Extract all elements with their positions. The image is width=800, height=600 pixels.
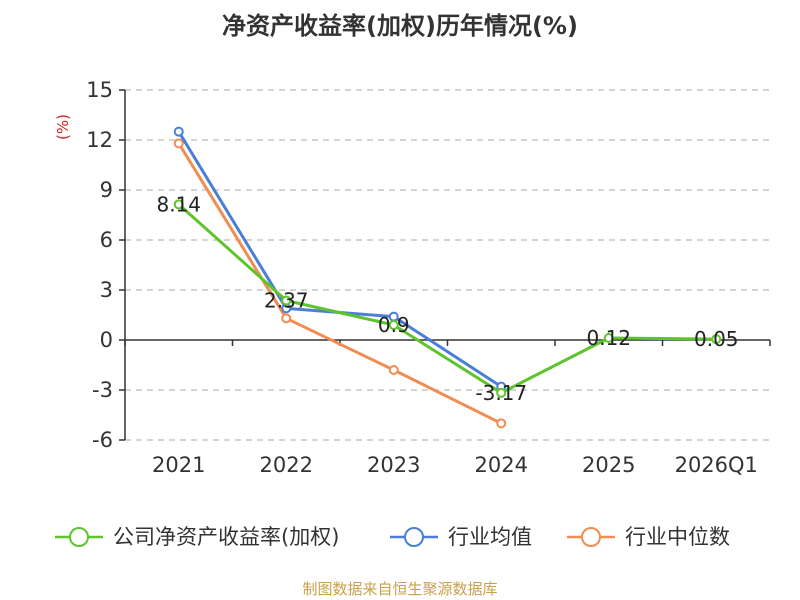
y-tick-label: 9	[100, 178, 113, 202]
legend-label: 行业中位数	[625, 525, 730, 549]
data-point	[496, 387, 507, 398]
y-tick-label: -3	[92, 378, 113, 402]
y-tick-label: 12	[86, 128, 113, 152]
y-tick-label: 0	[100, 328, 113, 352]
data-point	[711, 334, 722, 345]
data-point	[388, 320, 399, 330]
legend-label: 公司净资产收益率(加权)	[113, 525, 339, 549]
series-line	[177, 142, 502, 425]
legend-item[interactable]: 行业中位数	[567, 525, 730, 549]
y-tick-label: 15	[86, 78, 113, 102]
legend-item[interactable]: 行业均值	[390, 525, 532, 549]
y-tick-label: 3	[100, 278, 113, 302]
data-label: -3.17	[475, 381, 527, 405]
data-point	[173, 126, 184, 137]
source-note: 制图数据来自恒生聚源数据库	[302, 580, 498, 598]
data-point	[603, 333, 614, 343]
grid-lines	[125, 89, 770, 441]
chart-title: 净资产收益率(加权)历年情况(%)	[222, 12, 578, 40]
data-label: 0.9	[378, 313, 410, 337]
y-tick-label: -6	[92, 428, 113, 452]
x-tick-label: 2024	[475, 453, 528, 477]
legend-circle-icon	[404, 527, 424, 547]
series-line	[177, 130, 503, 388]
x-tick-label: 2023	[367, 453, 420, 477]
data-label: 8.14	[156, 192, 201, 216]
data-point	[173, 199, 184, 210]
x-tick-label: 2022	[260, 453, 313, 477]
data-point	[173, 138, 184, 149]
data-label: 0.12	[586, 326, 631, 350]
data-point	[281, 313, 292, 324]
data-label: 0.05	[694, 327, 739, 351]
legend-item[interactable]: 公司净资产收益率(加权)	[55, 525, 339, 549]
legend[interactable]: 公司净资产收益率(加权) 行业均值 行业中位数	[55, 525, 730, 549]
data-point	[388, 365, 399, 375]
data-point	[496, 418, 507, 429]
series-line	[177, 203, 717, 395]
legend-circle-icon	[581, 527, 601, 547]
y-axis-unit-label: (%)	[54, 114, 72, 140]
series-lines	[173, 126, 722, 429]
x-tick-label: 2026Q1	[675, 453, 758, 477]
axes: 15 12 9 6 3 0 -3 -6 2021 2022 2023 2024 2025 2026Q1 (%…	[54, 78, 771, 477]
data-label: 2.37	[264, 289, 309, 313]
legend-label: 行业均值	[448, 525, 532, 549]
data-labels: 8.14 2.37 0.9 -3.17 0.12 0.05	[156, 192, 738, 405]
x-tick-label: 2025	[582, 453, 635, 477]
x-tick-label: 2021	[152, 453, 205, 477]
legend-circle-icon	[69, 527, 89, 547]
data-point	[281, 295, 292, 306]
y-tick-label: 6	[100, 228, 113, 252]
